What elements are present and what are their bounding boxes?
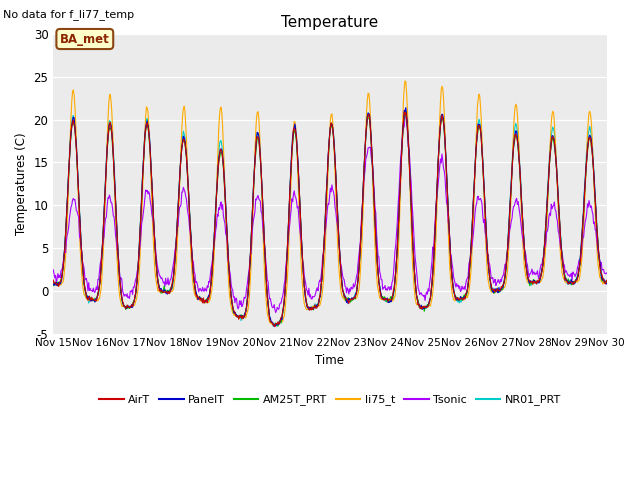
li75_t [116,297,124,302]
Line: Tsonic: Tsonic [53,115,607,312]
AirT [49,277,57,283]
Line: AM25T_PRT: AM25T_PRT [53,111,607,326]
AM25T_PRT [173,236,180,242]
NR01_PRT [49,278,57,284]
NR01_PRT [202,300,209,306]
Line: PanelT: PanelT [53,108,607,326]
Text: BA_met: BA_met [60,33,109,46]
li75_t [60,278,67,284]
Tsonic [116,276,124,282]
Tsonic [49,267,57,273]
Tsonic [603,270,611,276]
AirT [271,324,279,329]
PanelT [116,284,124,289]
AirT [202,297,209,303]
AirT [116,281,124,287]
Title: Temperature: Temperature [282,15,379,30]
Tsonic [398,141,406,147]
AirT [398,144,406,150]
Tsonic [173,233,180,239]
li75_t [398,139,406,145]
Line: AirT: AirT [53,112,607,326]
PanelT [60,263,67,269]
NR01_PRT [116,280,124,286]
Tsonic [272,310,280,315]
AM25T_PRT [116,281,124,287]
Tsonic [202,287,209,293]
PanelT [415,302,423,308]
AirT [415,301,423,307]
li75_t [202,300,209,306]
PanelT [49,282,57,288]
Y-axis label: Temperatures (C): Temperatures (C) [15,132,28,235]
AM25T_PRT [60,263,67,269]
NR01_PRT [269,324,277,329]
li75_t [173,259,180,264]
NR01_PRT [60,262,67,268]
PanelT [270,323,278,329]
NR01_PRT [603,278,611,284]
li75_t [603,280,611,286]
Line: li75_t: li75_t [53,81,607,325]
AM25T_PRT [274,323,282,329]
AM25T_PRT [415,302,423,308]
Legend: AirT, PanelT, AM25T_PRT, li75_t, Tsonic, NR01_PRT: AirT, PanelT, AM25T_PRT, li75_t, Tsonic,… [95,390,565,410]
X-axis label: Time: Time [316,354,344,367]
AirT [603,277,611,283]
Line: NR01_PRT: NR01_PRT [53,111,607,326]
AirT [60,263,67,268]
AM25T_PRT [401,108,409,114]
Tsonic [415,288,423,293]
AM25T_PRT [202,299,209,304]
AM25T_PRT [49,283,57,288]
li75_t [415,304,423,310]
PanelT [398,143,406,149]
AM25T_PRT [398,145,406,151]
PanelT [173,236,180,242]
NR01_PRT [401,108,409,114]
AirT [173,237,180,243]
NR01_PRT [398,143,406,149]
NR01_PRT [173,235,180,241]
li75_t [401,78,409,84]
Tsonic [60,258,67,264]
AM25T_PRT [603,281,611,287]
li75_t [269,323,277,328]
AirT [401,109,408,115]
PanelT [202,298,209,304]
PanelT [603,280,611,286]
PanelT [402,105,410,110]
Text: No data for f_li77_temp: No data for f_li77_temp [3,9,134,20]
li75_t [49,278,57,284]
Tsonic [402,112,410,118]
NR01_PRT [415,301,423,307]
